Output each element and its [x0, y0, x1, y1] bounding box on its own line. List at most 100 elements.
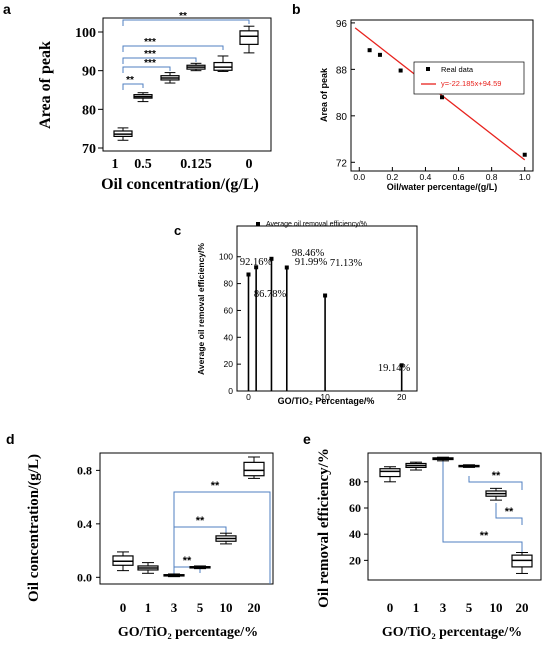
- panel-d-x-tick-label: 10: [220, 600, 233, 615]
- panel-e-significance-bracket: [468, 476, 523, 490]
- panel-d-boxes: [112, 456, 265, 578]
- panel-a-y-tick-label: 90: [82, 65, 96, 80]
- panel-b-y-tick-label: 96: [336, 19, 348, 30]
- panel-b-y-tick-label: 80: [336, 112, 348, 123]
- panel-e-x-tick-label: 10: [490, 600, 503, 615]
- panel-d-x-ticks: 0 1 3 5 10 20: [120, 600, 261, 615]
- panel-a-box-4: [213, 61, 233, 71]
- panel-d-significance-label: **: [211, 480, 220, 492]
- panel-a-significance-bracket: [122, 45, 224, 52]
- panel-c-x-tick-label: 20: [397, 392, 407, 402]
- panel-d-significance-label: **: [183, 555, 192, 567]
- panel-e-y-tick-label: 40: [349, 527, 361, 541]
- panel-e-y-tick-label: 80: [349, 475, 361, 489]
- panel-e-y-tick-label: 60: [349, 501, 361, 515]
- panel-b-x-ticks: 0.0 0.2 0.4 0.6 0.8 1.0: [353, 167, 531, 182]
- panel-c-y-axis-label: Average oil removal efficiency/%: [196, 243, 206, 375]
- panel-a-x-axis-label: Oil concentration/(g/L): [101, 176, 259, 193]
- panel-a-significance-label: **: [179, 11, 187, 22]
- panel-a-y-axis-label: Area of peak: [37, 41, 54, 129]
- panel-c-y-tick-label: 40: [224, 332, 234, 342]
- panel-c-value-label: 91.99%: [295, 257, 328, 268]
- panel-d-y-tick-label: 0.8: [77, 463, 92, 477]
- panel-c-stems: 86.78% 92.16% 98.46%91.99% 71.13% 19.14%: [240, 248, 411, 391]
- panel-e-x-ticks: 0 1 3 5 10 20: [387, 600, 529, 615]
- panel-b-plot-frame: [350, 19, 534, 172]
- panel-a-significance-brackets: *************: [122, 11, 250, 90]
- panel-e-x-tick-label: 20: [516, 600, 529, 615]
- panel-d-significance-bracket: [173, 491, 271, 584]
- panel-c-y-tick-label: 20: [224, 359, 234, 369]
- panel-b-x-axis-label: Oil/water percentage/(g/L): [387, 182, 498, 192]
- panel-c-x-axis-label: GO/TiO₂ Percentage/%: [278, 396, 375, 406]
- panel-e-significance-bracket: [495, 503, 523, 525]
- panel-d-x-tick-label: 20: [248, 600, 261, 615]
- panel-b-y-ticks: 72 80 88 96: [336, 19, 355, 169]
- panel-b-data-point: [377, 52, 382, 57]
- panel-d-y-ticks: 0.0 0.4 0.8: [77, 463, 100, 584]
- panel-c-stem-marker: [246, 272, 251, 277]
- panel-d-x-axis-label: GO/TiO₂ percentage/%: [118, 625, 258, 640]
- panel-c-value-label: 86.78%: [254, 289, 287, 300]
- panel-b-y-axis-label: Area of peak: [319, 67, 329, 122]
- panel-b-x-tick-label: 1.0: [519, 172, 531, 182]
- panel-a-x-tick-label: 0.125: [180, 157, 212, 172]
- panel-c-plot-frame: [236, 225, 418, 392]
- panel-d-x-tick-label: 0: [120, 600, 127, 615]
- panel-a-x-tick-label: 1: [112, 157, 119, 172]
- panel-a-significance-label: ***: [144, 37, 156, 48]
- panel-c-value-label: 19.14%: [378, 363, 411, 374]
- panel-d-significance-label: **: [196, 515, 205, 527]
- panel-c: c Average oil removal efficiency/% 0 20 40…: [174, 221, 418, 406]
- panel-b-legend-fit-label: y=-22.185x+94.59: [441, 79, 501, 88]
- panel-c-y-tick-label: 60: [224, 305, 234, 315]
- panel-e-y-tick-label: 20: [349, 553, 361, 567]
- panel-e-x-tick-label: 0: [387, 600, 394, 615]
- panel-e-significance-label: **: [492, 470, 501, 482]
- panel-d-y-axis-label: Oil concentration/(g/L): [26, 454, 42, 602]
- panel-c-y-ticks: 0 20 40 60 80 100: [219, 252, 241, 396]
- panel-d-letter: d: [6, 431, 15, 447]
- panel-a-letter: a: [3, 1, 11, 17]
- panel-d: d 0.0 0.4 0.8 ** ** ** 0 1 3 5 10 20 GO/TiO₂ perc…: [6, 431, 274, 640]
- panel-e-y-axis-label: Oil removal efficiency/%: [316, 448, 332, 608]
- panel-e-x-axis-label: GO/TiO₂ percentage/%: [382, 625, 522, 640]
- panel-e: e 20 40 60 80 ** ** ** 0 1 3 5 10 20 GO/TiO₂ perce…: [303, 431, 542, 640]
- panel-b-y-tick-label: 72: [336, 158, 348, 169]
- panel-d-x-tick-label: 1: [145, 600, 152, 615]
- panel-a-significance-label: ***: [144, 58, 156, 69]
- panel-d-plot-frame: [99, 452, 274, 585]
- panel-c-stem-marker: [269, 256, 274, 261]
- panel-c-legend-marker: [256, 222, 260, 226]
- panel-b: b 72 80 88 96 0.0 0.2 0.4 0.6 0.8 1.0 Real data …: [292, 1, 534, 192]
- panel-e-plot-frame: [367, 452, 542, 581]
- panel-e-y-ticks: 20 40 60 80: [349, 475, 368, 567]
- panel-e-significance-label: **: [505, 506, 514, 518]
- panel-a-significance-bracket: [122, 66, 171, 73]
- panel-c-stem-marker: [323, 293, 328, 298]
- panel-d-significance-brackets: ** ** **: [173, 480, 271, 584]
- panel-e-significance-bracket: [442, 461, 523, 558]
- panel-d-y-tick-label: 0.0: [77, 570, 92, 584]
- panel-b-data-point: [522, 152, 527, 157]
- panel-a-x-tick-label: 0.5: [134, 157, 152, 172]
- panel-c-y-tick-label: 100: [219, 252, 233, 262]
- panel-c-legend: Average oil removal efficiency/%: [256, 221, 367, 228]
- panel-b-data-point: [398, 68, 403, 73]
- panel-d-box-5: [243, 461, 265, 477]
- panel-a-y-tick-label: 70: [82, 142, 96, 157]
- panel-c-y-tick-label: 80: [224, 279, 234, 289]
- panel-c-stem-marker: [284, 265, 289, 270]
- panel-c-stem-marker: [399, 363, 404, 368]
- panel-e-boxes: [379, 456, 533, 574]
- panel-a-significance-label: ***: [144, 49, 156, 60]
- panel-e-significance-brackets: ** ** **: [442, 461, 523, 558]
- panel-b-legend-marker: [426, 67, 430, 71]
- panel-b-x-tick-label: 0.0: [353, 172, 365, 182]
- panel-a-box-5: [239, 30, 259, 45]
- panel-a-y-tick-label: 100: [75, 26, 96, 41]
- panel-e-significance-label: **: [480, 530, 489, 542]
- panel-a-x-tick-label: 0: [246, 157, 253, 172]
- panel-c-x-tick-label: 10: [320, 392, 330, 402]
